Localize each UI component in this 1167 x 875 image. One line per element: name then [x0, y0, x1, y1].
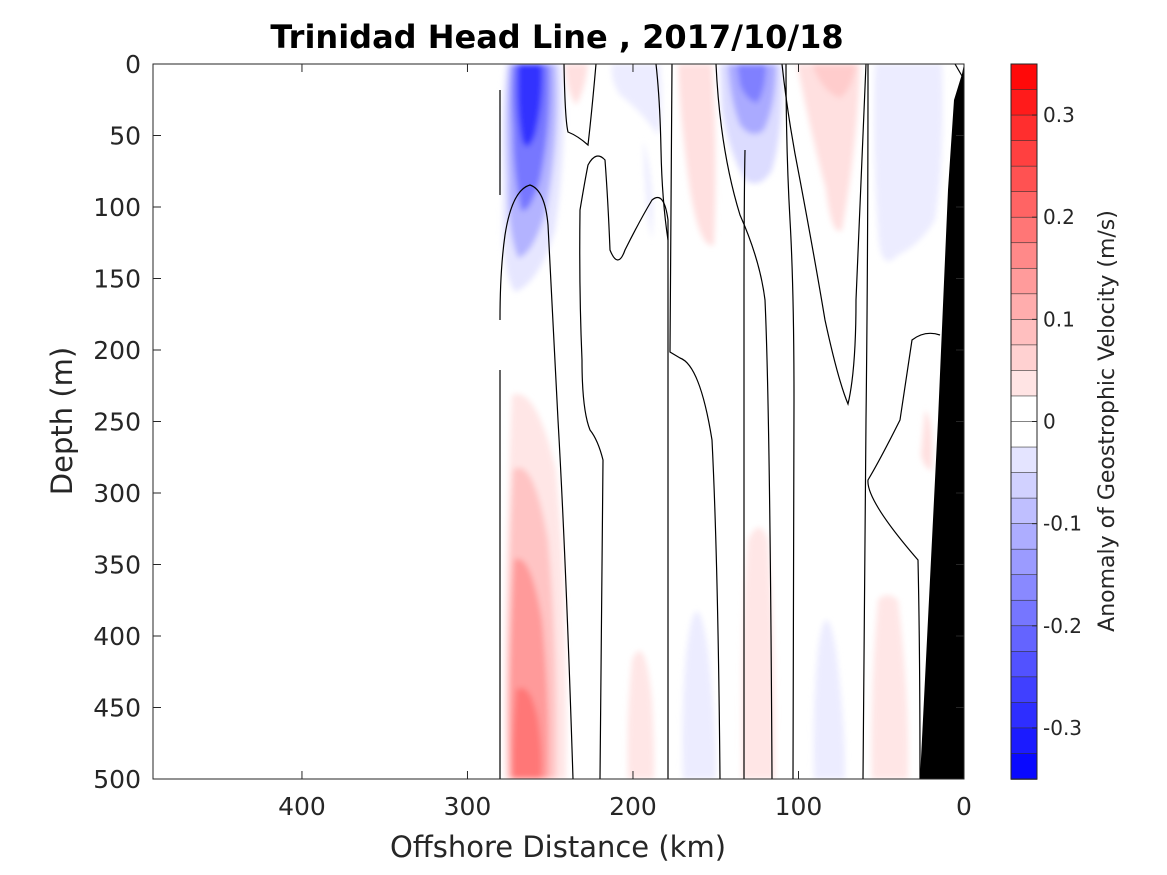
colorbar-swatch — [1010, 370, 1038, 397]
colorbar-label: Anomaly of Geostrophic Velocity (m/s) — [1095, 210, 1120, 632]
colorbar-swatch — [1010, 599, 1038, 627]
colorbar-swatch — [1010, 267, 1038, 295]
x-tick-label: 300 — [444, 792, 492, 821]
x-tick-label: 200 — [609, 792, 657, 821]
colorbar-tick-label: -0.3 — [1043, 716, 1082, 740]
x-tick-label: 0 — [956, 792, 972, 821]
zero-contour-4 — [563, 64, 597, 147]
colorbar-tick-label: -0.2 — [1043, 614, 1082, 638]
colorbar-swatch — [1010, 344, 1038, 372]
zero-contour-11 — [781, 64, 867, 406]
plot-area: 400 300 200 100 0 0 50 100 150 200 250 300 350 400 45… — [93, 50, 972, 821]
y-axis: 0 50 100 150 200 250 300 350 400 450 500 — [93, 50, 964, 794]
zero-contours — [499, 64, 963, 779]
colorbar-swatch — [1010, 625, 1038, 653]
colorbar-swatch — [1010, 114, 1038, 142]
x-tick-label: 400 — [278, 792, 326, 821]
weak-negative-c — [874, 64, 943, 262]
colorbar-swatch — [1010, 574, 1038, 602]
y-tick-label: 200 — [93, 336, 141, 365]
zero-contour-13 — [867, 332, 941, 779]
colorbar-swatch — [1010, 319, 1038, 346]
weak-negative-a — [611, 64, 662, 135]
zero-contour-7 — [655, 64, 669, 241]
y-tick-label: 300 — [93, 479, 141, 508]
colorbar-swatch — [1010, 89, 1038, 116]
colorbar-swatch — [1010, 651, 1038, 678]
deep-positive-e — [627, 651, 655, 779]
y-tick-label: 350 — [93, 551, 141, 580]
weak-positive-c — [797, 64, 860, 232]
colorbar-swatch — [1010, 548, 1038, 576]
colorbar-swatch — [1010, 446, 1038, 474]
colorbar-swatch — [1010, 753, 1038, 780]
negative-core-b-inner — [737, 64, 766, 103]
zero-contour-9 — [743, 149, 746, 779]
colorbar-swatch — [1010, 63, 1038, 91]
colorbar-swatch — [1010, 702, 1038, 729]
x-tick-label: 100 — [775, 792, 823, 821]
anomaly-field — [502, 64, 943, 779]
x-axis: 400 300 200 100 0 — [278, 64, 972, 821]
y-tick-label: 100 — [93, 193, 141, 222]
y-axis-label: Depth (m) — [45, 347, 79, 495]
colorbar-swatch — [1010, 242, 1038, 270]
negative-jet-core — [517, 64, 543, 147]
deep-negative-h — [813, 620, 846, 779]
zero-contour-8 — [715, 64, 773, 779]
zero-contour-3 — [499, 184, 574, 779]
y-tick-label: 500 — [93, 765, 141, 794]
y-tick-label: 0 — [125, 50, 141, 79]
colorbar-swatch — [1010, 395, 1038, 423]
colorbar-tick-label: 0.3 — [1043, 103, 1075, 127]
colorbar-tick-label: 0.2 — [1043, 205, 1075, 229]
colorbar-swatch — [1010, 140, 1038, 167]
colorbar-swatch — [1010, 472, 1038, 499]
colorbar-ticks: -0.3 -0.2 -0.1 0 0.1 0.2 0.3 — [1032, 103, 1082, 740]
x-axis-label: Offshore Distance (km) — [390, 830, 726, 864]
bottom-topography — [920, 64, 964, 779]
deep-negative-f — [682, 611, 717, 779]
y-tick-label: 450 — [93, 694, 141, 723]
deep-positive-i — [871, 595, 909, 779]
y-tick-label: 50 — [109, 122, 141, 151]
chart-title: Trinidad Head Line , 2017/10/18 — [270, 18, 843, 56]
colorbar-swatch — [1010, 293, 1038, 321]
zero-contour-14 — [954, 64, 963, 77]
colorbar-swatch — [1010, 727, 1038, 755]
weak-positive-d — [921, 410, 933, 470]
colorbar-tick-label: 0 — [1043, 410, 1056, 434]
colorbar-tick-label: -0.1 — [1043, 512, 1082, 536]
colorbar-swatch — [1010, 676, 1038, 704]
zero-contour-5 — [579, 155, 669, 779]
weak-positive-a — [565, 64, 588, 105]
positive-deep-core — [512, 688, 542, 779]
y-tick-label: 250 — [93, 408, 141, 437]
colorbar-tick-label: 0.1 — [1043, 307, 1075, 331]
colorbar-swatch — [1010, 523, 1038, 550]
weak-positive-c-inner — [812, 64, 856, 98]
zero-contour-12 — [862, 64, 869, 779]
colorbar-swatch — [1010, 421, 1038, 448]
weak-negative-b — [643, 140, 653, 240]
deep-positive-g — [741, 527, 776, 779]
colorbar-swatch — [1010, 216, 1038, 244]
zero-contour-6 — [669, 64, 721, 779]
colorbar: -0.3 -0.2 -0.1 0 0.1 0.2 0.3 Anomaly of Geostr… — [1010, 63, 1120, 780]
colorbar-swatch — [1010, 191, 1038, 219]
colorbar-swatch — [1010, 497, 1038, 525]
y-tick-label: 150 — [93, 265, 141, 294]
y-tick-label: 400 — [93, 622, 141, 651]
weak-positive-b — [678, 64, 716, 246]
colorbar-swatch — [1010, 165, 1038, 193]
zero-contour-10 — [785, 64, 795, 779]
